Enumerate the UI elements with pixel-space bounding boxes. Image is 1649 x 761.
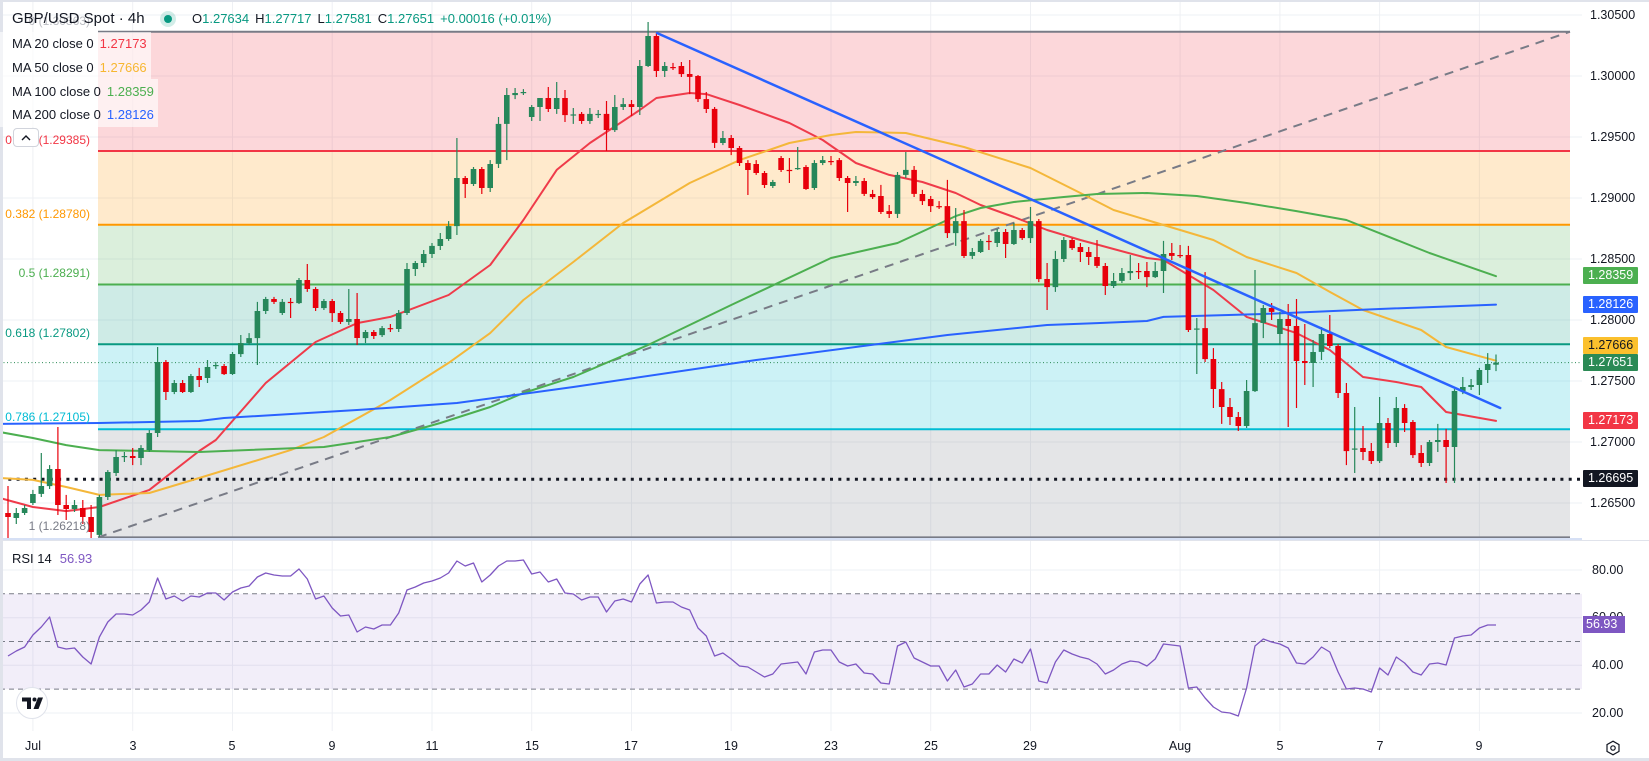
legend-ma50[interactable]: MA 50 close 0 1.27666 bbox=[0, 55, 151, 80]
rsi-value: 56.93 bbox=[59, 551, 93, 566]
gear-icon bbox=[1606, 740, 1620, 756]
rsi-legend[interactable]: RSI 14 56.93 bbox=[12, 550, 92, 568]
change-value: +0.00016 (+0.01%) bbox=[440, 11, 552, 26]
low-label: L bbox=[317, 11, 325, 26]
ma100-label: MA 100 close 0 bbox=[12, 83, 101, 99]
price-tick: 1.30000 bbox=[1590, 69, 1636, 83]
open-label: O bbox=[192, 11, 203, 26]
ma50-price-badge: 1.27666 bbox=[1583, 337, 1638, 354]
time-tick: 5 bbox=[1276, 739, 1284, 753]
grid-lines bbox=[0, 0, 1582, 731]
open-value: 1.27634 bbox=[202, 11, 250, 26]
time-tick: 5 bbox=[228, 739, 236, 753]
horizontal-line-price-badge: 1.26695 bbox=[1583, 470, 1638, 487]
chevron-up-icon bbox=[21, 135, 31, 141]
time-tick: 11 bbox=[425, 739, 439, 753]
last-price-badge: 1.27651 bbox=[1583, 354, 1638, 371]
ma20-value: 1.27173 bbox=[99, 36, 147, 52]
ma100-price-badge: 1.28359 bbox=[1583, 267, 1638, 284]
close-label: C bbox=[377, 11, 388, 26]
rsi-axis-tick: 40.00 bbox=[1592, 658, 1624, 672]
legend-ma200[interactable]: MA 200 close 0 1.28126 bbox=[0, 103, 158, 127]
fib-label-1: 1 (1.26218) bbox=[28, 519, 90, 533]
rsi-pane[interactable] bbox=[0, 559, 1582, 717]
pane-separator[interactable] bbox=[0, 538, 1582, 541]
tradingview-logo-icon bbox=[16, 687, 48, 719]
time-tick: 25 bbox=[924, 739, 938, 753]
rsi-axis-tick: 80.00 bbox=[1592, 563, 1624, 577]
frame-left bbox=[0, 0, 3, 761]
fib-label-0: 0 (1.30363) bbox=[28, 14, 90, 28]
price-tick: 1.29000 bbox=[1590, 191, 1636, 205]
chart-settings-button[interactable] bbox=[1605, 740, 1621, 756]
time-tick: 17 bbox=[624, 739, 638, 753]
legend-ma20[interactable]: MA 20 close 0 1.27173 bbox=[0, 32, 151, 56]
price-tick: 1.30500 bbox=[1590, 8, 1636, 22]
price-tick: 1.26500 bbox=[1590, 496, 1636, 510]
rsi-value-badge: 56.93 bbox=[1583, 616, 1625, 633]
ma20-price-badge: 1.27173 bbox=[1583, 412, 1638, 429]
time-axis[interactable] bbox=[0, 731, 1582, 758]
candlestick-series bbox=[5, 22, 1499, 538]
frame-bottom bbox=[0, 758, 1649, 761]
ohlc-values: O1.27634 H1.27717 L1.27581 C1.27651 +0.0… bbox=[192, 10, 551, 28]
status-dot-icon bbox=[164, 15, 172, 23]
symbol-title[interactable]: GBP/USD Spot · 4h bbox=[12, 10, 145, 27]
high-label: H bbox=[255, 11, 265, 26]
time-tick: 9 bbox=[328, 739, 336, 753]
ma200-price-badge: 1.28126 bbox=[1583, 296, 1638, 313]
trendline[interactable] bbox=[655, 31, 1502, 410]
time-tick: Aug bbox=[1168, 739, 1192, 753]
ma200-label: MA 200 close 0 bbox=[12, 107, 101, 123]
close-value: 1.27651 bbox=[387, 11, 435, 26]
main-pane[interactable] bbox=[0, 22, 1582, 538]
tradingview-logo[interactable] bbox=[16, 687, 48, 719]
fib-label-05: 0.5 (1.28291) bbox=[18, 266, 90, 280]
ma50-value: 1.27666 bbox=[99, 60, 147, 76]
fib-label-0786: 0.786 (1.27105) bbox=[5, 410, 90, 424]
price-tick: 1.28500 bbox=[1590, 252, 1636, 266]
price-tick: 1.29500 bbox=[1590, 130, 1636, 144]
time-tick: 29 bbox=[1023, 739, 1037, 753]
fib-label-0618: 0.618 (1.27802) bbox=[5, 326, 90, 340]
drawing-lines[interactable] bbox=[0, 30, 1582, 538]
ma200-value: 1.28126 bbox=[106, 107, 154, 123]
fibonacci-retracement[interactable] bbox=[98, 30, 1570, 538]
price-tick: 1.28000 bbox=[1590, 313, 1636, 327]
rsi-axis-tick: 20.00 bbox=[1592, 706, 1624, 720]
legend-ma100[interactable]: MA 100 close 0 1.28359 bbox=[0, 79, 158, 104]
time-tick: 7 bbox=[1376, 739, 1384, 753]
time-tick: 3 bbox=[129, 739, 137, 753]
rsi-line bbox=[0, 559, 1582, 717]
market-status-icon[interactable] bbox=[160, 11, 176, 27]
low-value: 1.27581 bbox=[324, 11, 372, 26]
time-tick: 9 bbox=[1475, 739, 1483, 753]
collapse-legend-button[interactable] bbox=[13, 128, 39, 147]
rsi-label: RSI 14 bbox=[12, 551, 52, 566]
price-tick: 1.27000 bbox=[1590, 435, 1636, 449]
time-tick: 23 bbox=[824, 739, 838, 753]
ma20-label: MA 20 close 0 bbox=[12, 36, 94, 52]
price-tick: 1.27500 bbox=[1590, 374, 1636, 388]
ma100-value: 1.28359 bbox=[106, 83, 154, 99]
indicator-legend: MA 20 close 0 1.27173 MA 50 close 0 1.27… bbox=[0, 32, 158, 127]
ma50-label: MA 50 close 0 bbox=[12, 60, 94, 76]
time-tick: Jul bbox=[25, 739, 41, 753]
moving-average-lines bbox=[0, 92, 1497, 513]
high-value: 1.27717 bbox=[264, 11, 312, 26]
time-tick: 15 bbox=[525, 739, 539, 753]
fib-label-0382: 0.382 (1.28780) bbox=[5, 207, 90, 221]
time-tick: 19 bbox=[724, 739, 738, 753]
frame-top bbox=[0, 0, 1649, 2]
